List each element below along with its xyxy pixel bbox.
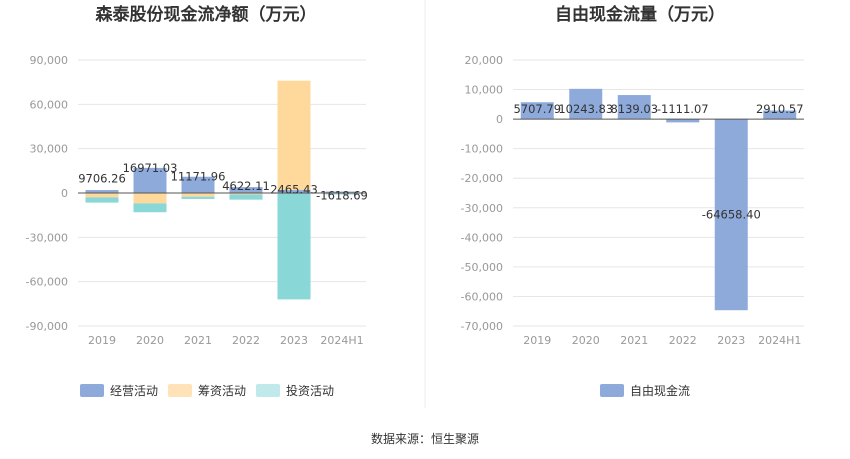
left-xtick-label: 2023: [280, 334, 308, 347]
right-ytick-label: -50,000: [461, 261, 503, 274]
right-data-label: -64658.40: [702, 208, 761, 222]
right-ytick-label: -40,000: [461, 231, 503, 244]
left-xtick-label: 2019: [88, 334, 116, 347]
right-bar: [617, 95, 651, 120]
left-xtick-label: 2020: [136, 334, 164, 347]
right-bar: [763, 110, 797, 120]
right-data-label: 5707.79: [513, 102, 561, 116]
data-source: 数据来源：恒生聚源: [371, 431, 479, 446]
left-ytick-label: 90,000: [30, 54, 69, 67]
right-chart-title: 自由现金流量（万元）: [555, 4, 725, 25]
right-ytick-label: -10,000: [461, 143, 503, 156]
left-xtick-label: 2022: [232, 334, 260, 347]
left-ytick-label: 0: [61, 187, 68, 200]
left-data-label: 11171.96: [171, 169, 226, 183]
left-data-label: 4622.11: [222, 179, 270, 193]
left-data-label: 9706.26: [78, 172, 126, 186]
right-xtick-label: 2023: [717, 334, 745, 347]
right-xtick-label: 2024H1: [758, 334, 801, 347]
right-ytick-label: -60,000: [461, 290, 503, 303]
right-ytick-label: 20,000: [465, 54, 504, 67]
left-ytick-label: -90,000: [26, 320, 68, 333]
right-ytick-label: 0: [496, 113, 503, 126]
left-legend-swatch: [80, 384, 104, 397]
left-bar-1: [325, 191, 359, 193]
left-legend-label: 筹资活动: [198, 384, 246, 398]
right-bar: [569, 88, 603, 120]
left-bar-1: [277, 190, 311, 193]
left-chart-title: 森泰股份现金流净额（万元）: [96, 4, 317, 25]
right-data-label: 2910.57: [756, 102, 804, 116]
right-ytick-label: -70,000: [461, 320, 503, 333]
right-ytick-label: -20,000: [461, 172, 503, 185]
left-xtick-label: 2021: [184, 334, 212, 347]
left-bar-1: [133, 167, 167, 193]
left-legend-swatch: [168, 384, 192, 397]
right-data-label: -1111.07: [657, 102, 709, 116]
left-legend-label: 经营活动: [110, 384, 158, 398]
left-bar-2: [133, 193, 167, 204]
left-bar-3: [85, 197, 119, 203]
right-bar: [666, 119, 700, 123]
left-bar-3: [133, 203, 167, 213]
left-bar-2: [181, 193, 215, 197]
left-bar-2: [229, 193, 263, 195]
right-data-label: 10243.83: [558, 102, 613, 116]
right-xtick-label: 2021: [620, 334, 648, 347]
left-legend-label: 投资活动: [286, 383, 334, 398]
left-ytick-label: -60,000: [26, 276, 68, 289]
left-xtick-label: 2024H1: [320, 334, 363, 347]
left-bar-1: [229, 187, 263, 193]
right-data-label: 8139.03: [610, 102, 658, 116]
right-xtick-label: 2020: [572, 334, 600, 347]
right-xtick-label: 2019: [523, 334, 551, 347]
right-legend-swatch: [600, 384, 624, 397]
left-bar-2: [85, 193, 119, 198]
left-bar-3: [229, 194, 263, 200]
left-ytick-label: -30,000: [26, 231, 68, 244]
right-ytick-label: 10,000: [465, 84, 504, 97]
left-data-label: 16971.03: [123, 161, 178, 175]
left-bar-1: [85, 190, 119, 193]
left-ytick-label: 30,000: [30, 143, 69, 156]
left-ytick-label: 60,000: [30, 98, 69, 111]
left-legend-swatch: [256, 384, 280, 397]
left-data-label: 2465.43: [270, 182, 318, 196]
left-bar-3: [277, 193, 311, 300]
right-bar: [714, 119, 748, 311]
right-legend-label: 自由现金流: [630, 383, 690, 398]
left-bar-2: [277, 80, 311, 191]
right-xtick-label: 2022: [669, 334, 697, 347]
left-bar-3: [325, 193, 359, 195]
right-bar: [520, 102, 554, 120]
left-bar-1: [181, 176, 215, 193]
left-data-label: -1618.69: [316, 188, 368, 202]
right-ytick-label: -30,000: [461, 202, 503, 215]
left-bar-3: [181, 196, 215, 199]
